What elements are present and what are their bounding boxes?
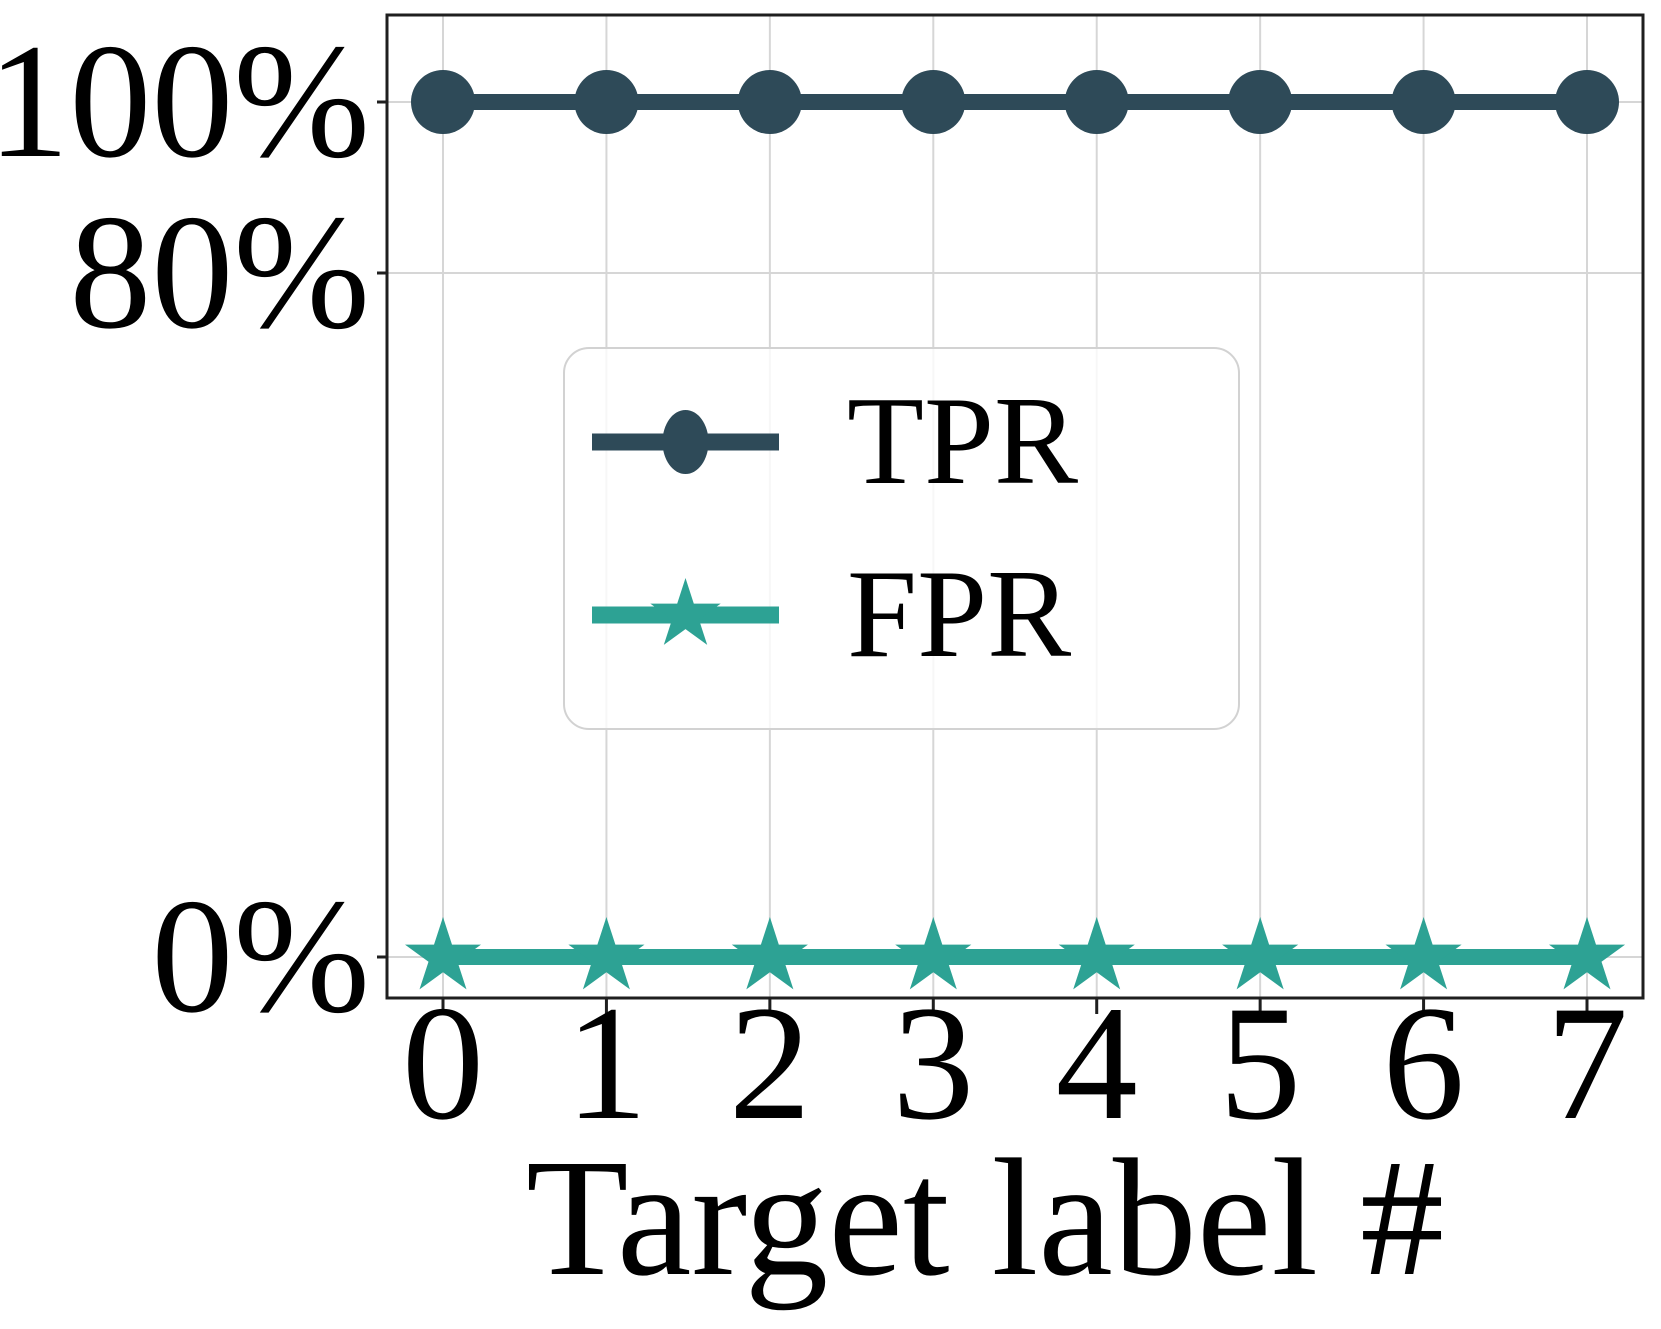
data-point-circle-tpr	[411, 70, 475, 134]
data-point-star-fpr	[1385, 917, 1462, 990]
plot-border	[385, 13, 1645, 1000]
data-point-star-fpr	[405, 917, 481, 990]
data-point-star-fpr	[1058, 917, 1135, 990]
legend-star-marker-icon	[650, 578, 721, 645]
data-point-star-fpr	[1549, 917, 1626, 990]
data-point-star-fpr	[895, 917, 972, 990]
data-point-circle-tpr	[1064, 70, 1129, 134]
legend: TPR FPR	[563, 347, 1240, 730]
legend-label-fpr: FPR	[847, 545, 1072, 684]
y-tick-label: 80%	[69, 182, 370, 363]
x-axis-title: Target label #	[525, 1125, 1445, 1311]
x-tick-label: 2	[728, 973, 811, 1154]
data-point-star-fpr	[731, 917, 808, 990]
data-point-circle-tpr	[1391, 70, 1456, 134]
x-tick-label: 4	[1055, 973, 1138, 1154]
data-point-star-fpr	[568, 917, 645, 990]
x-tick-label: 0	[402, 973, 484, 1154]
x-tick-label: 3	[892, 973, 975, 1154]
x-tick-label: 7	[1546, 973, 1628, 1154]
data-point-circle-tpr	[574, 70, 639, 134]
data-point-circle-tpr	[1555, 70, 1620, 134]
legend-item-tpr: TPR	[592, 372, 1078, 512]
data-point-star-fpr	[1222, 917, 1299, 990]
tpr-line-circle-sample-icon	[592, 372, 779, 512]
y-tick-label: 0%	[151, 866, 370, 1047]
data-point-circle-tpr	[737, 70, 802, 134]
legend-item-fpr: FPR	[592, 545, 1071, 685]
x-tick-label: 1	[565, 973, 648, 1154]
data-point-circle-tpr	[901, 70, 966, 134]
x-tick-label: 5	[1219, 973, 1302, 1154]
y-tick-label: 100%	[0, 11, 370, 192]
legend-circle-marker-icon	[662, 410, 709, 474]
fpr-line-star-sample-icon	[592, 545, 779, 685]
x-tick-label: 6	[1382, 973, 1465, 1154]
data-point-circle-tpr	[1228, 70, 1293, 134]
legend-label-tpr: TPR	[847, 372, 1079, 511]
